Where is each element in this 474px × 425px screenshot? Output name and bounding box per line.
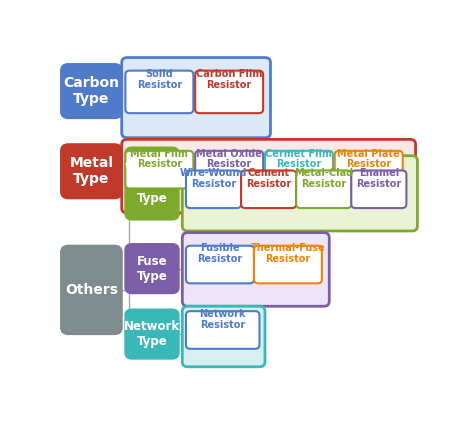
- Text: Cement
Resistor: Cement Resistor: [246, 168, 291, 189]
- Text: Metal
Type: Metal Type: [69, 156, 113, 187]
- FancyBboxPatch shape: [125, 309, 179, 359]
- FancyBboxPatch shape: [61, 144, 122, 198]
- FancyBboxPatch shape: [335, 151, 403, 188]
- FancyBboxPatch shape: [254, 246, 322, 283]
- Text: Fusible
Resistor: Fusible Resistor: [197, 244, 243, 264]
- Text: Network
Resistor: Network Resistor: [200, 309, 246, 330]
- FancyBboxPatch shape: [182, 232, 329, 306]
- Text: Metal-Clad
Resistor: Metal-Clad Resistor: [294, 168, 353, 189]
- Text: Network
Type: Network Type: [124, 320, 180, 348]
- FancyBboxPatch shape: [195, 71, 263, 113]
- Text: Carbon Film
Resistor: Carbon Film Resistor: [196, 69, 262, 90]
- Text: Metal Oxide
Resistor: Metal Oxide Resistor: [196, 149, 262, 169]
- FancyBboxPatch shape: [186, 311, 259, 349]
- FancyBboxPatch shape: [61, 64, 122, 118]
- Text: Metal Plate
Resistor: Metal Plate Resistor: [337, 149, 400, 169]
- FancyBboxPatch shape: [186, 170, 241, 208]
- FancyBboxPatch shape: [195, 151, 263, 188]
- Text: Cermet Film
Resistor: Cermet Film Resistor: [265, 149, 332, 169]
- FancyBboxPatch shape: [122, 139, 416, 213]
- FancyBboxPatch shape: [122, 57, 271, 138]
- Text: Thermal-Fuse
Resistor: Thermal-Fuse Resistor: [251, 244, 325, 264]
- Text: Solid
Resistor: Solid Resistor: [137, 69, 182, 90]
- FancyBboxPatch shape: [296, 170, 351, 208]
- Text: Others: Others: [65, 283, 118, 297]
- FancyBboxPatch shape: [125, 71, 193, 113]
- FancyBboxPatch shape: [186, 246, 254, 283]
- FancyBboxPatch shape: [125, 147, 179, 220]
- Text: Carbon
Type: Carbon Type: [64, 76, 119, 106]
- Text: Wire-Wound
Resistor: Wire-Wound Resistor: [180, 168, 247, 189]
- FancyBboxPatch shape: [182, 156, 418, 231]
- FancyBboxPatch shape: [241, 170, 296, 208]
- FancyBboxPatch shape: [182, 306, 265, 367]
- FancyBboxPatch shape: [125, 244, 179, 293]
- Text: Metal Film
Resistor: Metal Film Resistor: [130, 149, 188, 169]
- FancyBboxPatch shape: [351, 170, 406, 208]
- Text: Enamel
Resistor: Enamel Resistor: [356, 168, 401, 189]
- Text: Fuse
Type: Fuse Type: [137, 255, 167, 283]
- FancyBboxPatch shape: [125, 151, 193, 188]
- FancyBboxPatch shape: [61, 246, 122, 334]
- FancyBboxPatch shape: [265, 151, 333, 188]
- Text: Winding
wire
Type: Winding wire Type: [125, 162, 179, 205]
